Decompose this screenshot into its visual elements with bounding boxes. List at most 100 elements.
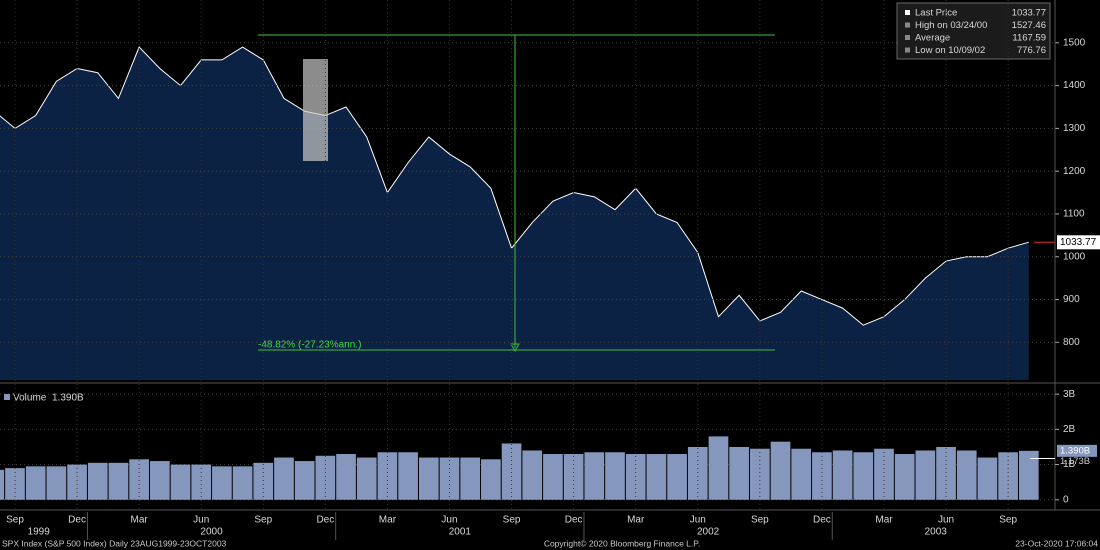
volume-bar xyxy=(439,457,460,500)
y-tick-label: 1300 xyxy=(1063,123,1086,134)
volume-bar xyxy=(232,466,253,500)
legend-label: High on 03/24/00 xyxy=(915,20,987,31)
average-label: 1.173B xyxy=(1060,456,1090,467)
volume-bar xyxy=(543,454,563,500)
volume-bar xyxy=(832,450,853,500)
volume-bar xyxy=(46,466,67,500)
volume-bar xyxy=(191,464,212,500)
volume-bar xyxy=(336,454,356,500)
x-tick-label: Sep xyxy=(254,515,272,526)
selection-box xyxy=(303,59,328,161)
y-tick-label: 900 xyxy=(1063,294,1080,305)
legend-marker xyxy=(905,10,910,15)
volume-bar xyxy=(646,454,667,500)
volume-bar xyxy=(315,455,336,500)
year-label: 2002 xyxy=(697,527,720,538)
y-tick-label: 1200 xyxy=(1063,166,1086,177)
volume-bar xyxy=(418,457,439,500)
volume-bar xyxy=(129,459,149,500)
legend-value: 776.76 xyxy=(1017,45,1046,56)
x-tick-label: Mar xyxy=(875,515,893,526)
y-tick-label: 1000 xyxy=(1063,251,1086,262)
footer-right: 23-Oct-2020 17:06:04 xyxy=(1015,538,1098,548)
last-volume-tag xyxy=(1057,444,1097,457)
volume-bar xyxy=(460,457,481,500)
footer-left: SPX Index (S&P 500 Index) Daily 23AUG199… xyxy=(2,538,227,548)
volume-bar xyxy=(605,452,625,500)
volume-bar xyxy=(108,462,129,500)
y-tick-label: 1B xyxy=(1063,459,1076,470)
last-volume-label: 1.390B xyxy=(1060,445,1090,456)
legend-value: 1527.46 xyxy=(1012,20,1046,31)
legend-value: 1167.59 xyxy=(1012,33,1046,44)
x-tick-label: Jun xyxy=(690,515,706,526)
measure-arrow xyxy=(510,343,520,353)
legend-marker xyxy=(905,35,910,40)
volume-bar xyxy=(0,469,5,500)
footer-center: Copyright© 2020 Bloomberg Finance L.P. xyxy=(544,538,700,548)
year-label: 2003 xyxy=(925,527,948,538)
volume-bar xyxy=(170,464,191,500)
x-tick-label: Sep xyxy=(6,515,24,526)
volume-bar xyxy=(149,461,170,500)
legend-label: Average xyxy=(915,33,950,44)
x-tick-label: Mar xyxy=(131,515,149,526)
volume-bar xyxy=(522,450,543,500)
volume-bar xyxy=(770,441,791,500)
x-tick-label: Dec xyxy=(813,515,831,526)
volume-legend: Volume xyxy=(13,393,47,404)
volume-bar xyxy=(274,457,294,500)
year-label: 1999 xyxy=(28,527,51,538)
volume-bar xyxy=(749,448,770,500)
volume-bar xyxy=(5,468,25,500)
volume-bar xyxy=(253,462,274,500)
price-area xyxy=(0,47,1029,380)
legend-swatch xyxy=(4,394,10,400)
x-tick-label: Sep xyxy=(751,515,769,526)
x-tick-label: Dec xyxy=(316,515,334,526)
y-tick-label: 800 xyxy=(1063,337,1080,348)
y-tick-label: 1100 xyxy=(1063,209,1085,220)
volume-bar xyxy=(481,459,501,500)
x-tick-label: Mar xyxy=(379,515,397,526)
volume-bar xyxy=(667,454,687,500)
volume-bar xyxy=(936,446,956,500)
annotation: -48.82% (-27.23%ann.) xyxy=(258,340,361,351)
volume-bar xyxy=(729,446,749,500)
x-tick-label: Sep xyxy=(999,515,1017,526)
volume-bar xyxy=(1018,450,1039,500)
volume-bar xyxy=(977,457,998,500)
volume-bar xyxy=(398,452,418,500)
volume-bar xyxy=(791,448,812,500)
volume-bar xyxy=(874,448,894,500)
x-tick-label: Jun xyxy=(193,515,209,526)
legend-box xyxy=(896,2,1051,60)
volume-bar xyxy=(584,452,605,500)
x-tick-label: Jun xyxy=(938,515,954,526)
volume-bar xyxy=(501,443,522,500)
x-tick-label: Dec xyxy=(565,515,583,526)
legend-value: 1033.77 xyxy=(1012,8,1046,19)
volume-bar xyxy=(356,457,377,500)
volume-bar xyxy=(956,450,977,500)
legend-marker xyxy=(905,22,910,28)
volume-panel: 3B 2B 1B 0 xyxy=(0,389,1076,505)
volume-bar xyxy=(294,461,315,500)
last-price-tag xyxy=(1057,235,1100,250)
legend-marker xyxy=(905,47,910,53)
volume-bar xyxy=(915,450,936,500)
year-label: 2001 xyxy=(449,527,472,538)
year-label: 2000 xyxy=(200,527,223,538)
x-tick-label: Mar xyxy=(627,515,645,526)
legend-label: Low on 10/09/02 xyxy=(915,45,985,56)
volume-bar xyxy=(67,464,87,500)
y-tick-label: 2B xyxy=(1063,424,1076,435)
x-tick-label: Dec xyxy=(68,515,86,526)
volume-bar xyxy=(708,436,729,500)
volume-bar xyxy=(25,466,46,500)
volume-bar xyxy=(212,466,232,500)
x-tick-label: Sep xyxy=(503,515,521,526)
y-tick-label: 1400 xyxy=(1063,80,1086,91)
legend-label: Last Price xyxy=(915,8,957,19)
